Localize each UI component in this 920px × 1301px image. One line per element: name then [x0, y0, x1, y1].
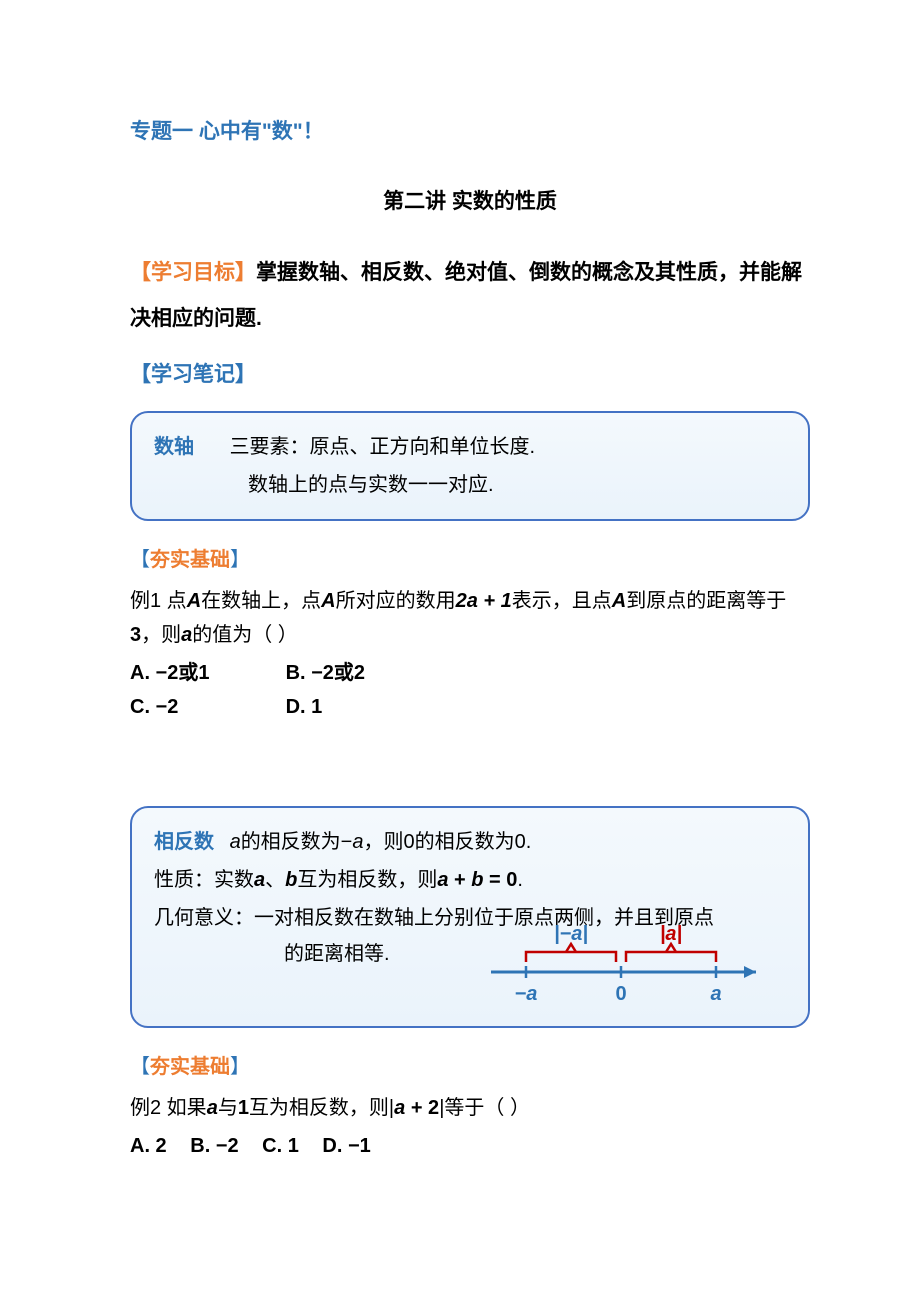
var-A: A — [612, 590, 626, 612]
ex1-optD: D. 1 — [286, 690, 323, 724]
ex1-expr: 2a + 1 — [456, 590, 512, 612]
ex1-options-row1: A. −2或1 B. −2或2 — [130, 656, 810, 690]
lesson-title: 第二讲 实数的性质 — [130, 185, 810, 215]
arrow-icon — [744, 966, 756, 978]
ex1-optC: C. −2 — [130, 690, 250, 724]
ex2-options: A. 2 B. −2 C. 1 D. −1 — [130, 1129, 810, 1163]
var-A: A — [321, 590, 335, 612]
bracket-open: 【 — [130, 1056, 150, 1078]
study-notes-label: 【学习笔记】 — [130, 352, 810, 398]
topic-header: 专题一 心中有"数"！ — [130, 115, 810, 145]
prop-label: 性质：实数 — [154, 869, 254, 891]
bracket-open: 【 — [130, 261, 151, 284]
bracket-close: 】 — [235, 261, 256, 284]
var-a: a — [254, 869, 265, 891]
def-t1: 的相反数为− — [241, 831, 353, 853]
bracket-close: 】 — [230, 1056, 250, 1078]
note-row: 数轴 三要素：原点、正方向和单位长度. — [154, 429, 786, 465]
basics-label-2: 【夯实基础】 — [130, 1050, 810, 1079]
ex1-optB: B. −2或2 — [286, 656, 365, 690]
note-row: 相反数 a的相反数为−a，则0的相反数为0. — [154, 824, 786, 860]
note-label: 相反数 — [154, 824, 224, 860]
bracket-close: 】 — [235, 363, 256, 386]
basics-text: 夯实基础 — [150, 549, 230, 571]
ex1-options-row2: C. −2 D. 1 — [130, 690, 810, 724]
var-b: b — [285, 869, 297, 891]
prop-dot: . — [517, 869, 523, 891]
note-property: 性质：实数a、b互为相反数，则a + b = 0. — [154, 862, 786, 898]
ex1-t4: 到原点的距离等于 — [626, 590, 786, 612]
note-line1: 三要素：原点、正方向和单位长度. — [230, 436, 536, 458]
geo-label: 几何意义： — [154, 907, 254, 929]
tick-left: −a — [515, 983, 538, 1005]
ex2-t1: 与 — [218, 1097, 238, 1119]
ex2-optB: B. −2 — [190, 1129, 238, 1163]
var-a: a — [207, 1097, 218, 1119]
var-a: a — [230, 831, 241, 853]
ex1-t2: 所对应的数用 — [336, 590, 456, 612]
tick-right: a — [710, 983, 721, 1005]
ex2-prefix: 例2 如果 — [130, 1097, 207, 1119]
note-line2: 数轴上的点与实数一一对应. — [154, 467, 786, 503]
ex2-optD: D. −1 — [322, 1129, 370, 1163]
ex2-optA: A. 2 — [130, 1129, 167, 1163]
basics-label-1: 【夯实基础】 — [130, 543, 810, 572]
var-a: a — [181, 624, 192, 646]
ex2-optC: C. 1 — [262, 1129, 299, 1163]
ex1-t5: ，则 — [141, 624, 181, 646]
ex2-one: 1 — [238, 1097, 249, 1119]
bracket-left — [526, 952, 616, 962]
note-box-opposite: 相反数 a的相反数为−a，则0的相反数为0. 性质：实数a、b互为相反数，则a … — [130, 806, 810, 1028]
basics-text: 夯实基础 — [150, 1056, 230, 1078]
note-label: 数轴 — [154, 429, 224, 465]
ex1-t6: 的值为（ ） — [192, 624, 298, 646]
var-A: A — [187, 590, 201, 612]
example-1: 例1 点A在数轴上，点A所对应的数用2a + 1表示，且点A到原点的距离等于3，… — [130, 584, 810, 652]
bracket-open: 【 — [130, 549, 150, 571]
tick-mid: 0 — [615, 983, 626, 1005]
learning-goal: 【学习目标】掌握数轴、相反数、绝对值、倒数的概念及其性质，并能解决相应的问题. — [130, 250, 810, 342]
ex1-three: 3 — [130, 624, 141, 646]
var-a: a — [352, 831, 363, 853]
example-2: 例2 如果a与1互为相反数，则|a + 2|等于（ ） — [130, 1091, 810, 1125]
ex2-t3: |等于（ ） — [439, 1097, 530, 1119]
bracket-right — [626, 952, 716, 962]
ex2-t2: 互为相反数，则| — [249, 1097, 394, 1119]
ex1-t1: 在数轴上，点 — [201, 590, 321, 612]
goal-label: 学习目标 — [151, 261, 235, 284]
prop-sep: 、 — [265, 869, 285, 891]
ex1-prefix: 例1 点 — [130, 590, 187, 612]
prop-t1: 互为相反数，则 — [297, 869, 437, 891]
ex1-t3: 表示，且点 — [512, 590, 612, 612]
note-box-numberline: 数轴 三要素：原点、正方向和单位长度. 数轴上的点与实数一一对应. — [130, 411, 810, 521]
ex1-optA: A. −2或1 — [130, 656, 250, 690]
notes-text: 学习笔记 — [151, 363, 235, 386]
bracket-close: 】 — [230, 549, 250, 571]
def-t2: ，则0的相反数为0. — [364, 831, 532, 853]
bracket-open: 【 — [130, 363, 151, 386]
numberline-diagram: |−a| |a| −a 0 a — [476, 922, 776, 1012]
